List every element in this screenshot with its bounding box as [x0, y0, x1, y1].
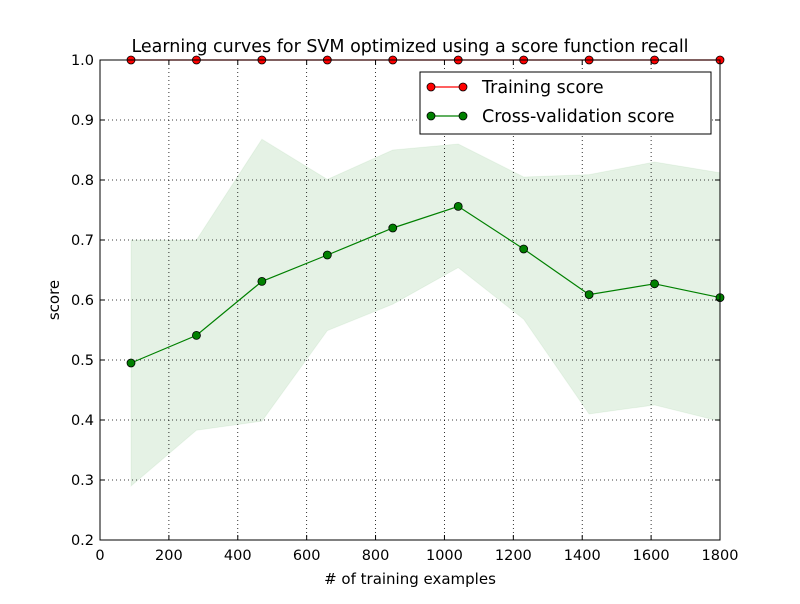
data-point-series-1	[257, 276, 267, 286]
data-point-series-1	[322, 250, 332, 260]
data-point-series-1	[126, 358, 136, 368]
plot-frame	[99, 59, 721, 541]
x-axis-label: # of training examples	[324, 570, 496, 588]
y-tick-label: 0.3	[71, 473, 94, 489]
axis-ticks: 0 200 400 600 800 1000 1200 1400 1600 1800 0.2 0.3 0…	[71, 53, 739, 564]
x-tick-label: 600	[293, 548, 321, 564]
legend-marker-0	[426, 82, 436, 92]
confidence-band-1	[130, 138, 721, 488]
data-point-series-1	[453, 201, 463, 211]
y-tick-label: 0.5	[71, 353, 94, 369]
x-tick-label: 1600	[633, 548, 670, 564]
y-tick-label: 0.9	[71, 113, 94, 129]
legend-label-1: Cross-validation score	[482, 107, 675, 127]
y-axis-label: score	[45, 280, 63, 320]
y-tick-label: 0.6	[71, 293, 94, 309]
legend-marker-1	[458, 111, 468, 121]
legend-marker-0	[458, 82, 468, 92]
legend: Training score Cross-validation score	[419, 71, 712, 135]
y-tick-label: 0.8	[71, 173, 94, 189]
data-point-series-1	[584, 290, 594, 300]
chart-title: Learning curves for SVM optimized using …	[131, 37, 688, 57]
x-tick-label: 1200	[495, 548, 532, 564]
y-tick-label: 1.0	[71, 53, 94, 69]
x-tick-label: 1800	[702, 548, 739, 564]
data-point-series-1	[650, 279, 659, 289]
x-tick-label: 1000	[426, 548, 463, 564]
x-tick-label: 400	[224, 548, 252, 564]
x-tick-label: 800	[362, 548, 390, 564]
legend-label-0: Training score	[481, 78, 604, 98]
y-tick-label: 0.7	[71, 233, 94, 249]
legend-marker-1	[426, 111, 436, 121]
y-tick-label: 0.4	[71, 413, 94, 429]
x-tick-label: 0	[95, 548, 104, 564]
series-line-1	[130, 205, 721, 364]
x-tick-label: 200	[155, 548, 183, 564]
y-tick-label: 0.2	[71, 533, 94, 549]
data-point-series-1	[388, 223, 398, 233]
legend-box	[419, 71, 712, 135]
data-point-series-1	[519, 244, 529, 254]
data-point-series-1	[192, 330, 201, 340]
x-tick-label: 1400	[564, 548, 601, 564]
